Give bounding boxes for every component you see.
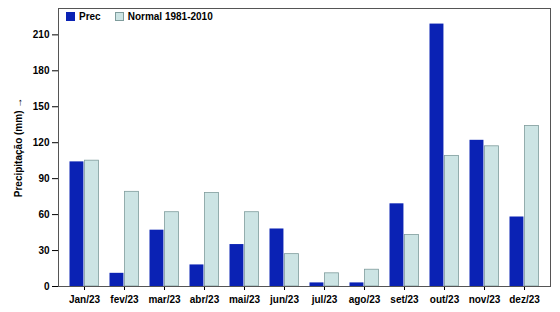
html-text:Prec: Prec: [79, 11, 101, 22]
svg-text:150: 150: [33, 101, 50, 112]
svg-text:jul/23: jul/23: [311, 294, 338, 305]
svg-text:mai/23: mai/23: [229, 294, 261, 305]
svg-text:0: 0: [44, 281, 50, 292]
svg-text:mar/23: mar/23: [148, 294, 181, 305]
svg-text:out/23: out/23: [430, 294, 460, 305]
svg-text:210: 210: [33, 29, 50, 40]
svg-text:Jan/23: Jan/23: [69, 294, 101, 305]
svg-text:dez/23: dez/23: [509, 294, 540, 305]
svg-text:60: 60: [38, 209, 50, 220]
svg-text:nov/23: nov/23: [469, 294, 501, 305]
html-text:Normal 1981-2010: Normal 1981-2010: [127, 11, 213, 22]
svg-text:90: 90: [38, 173, 50, 184]
svg-text:30: 30: [38, 245, 50, 256]
svg-text:set/23: set/23: [390, 294, 419, 305]
svg-text:jun/23: jun/23: [269, 294, 299, 305]
svg-text:Precipitação (mm) →: Precipitação (mm) →: [13, 98, 24, 197]
svg-text:180: 180: [33, 65, 50, 76]
svg-text:fev/23: fev/23: [110, 294, 139, 305]
svg-text:ago/23: ago/23: [349, 294, 381, 305]
svg-text:abr/23: abr/23: [190, 294, 220, 305]
svg-text:120: 120: [33, 137, 50, 148]
